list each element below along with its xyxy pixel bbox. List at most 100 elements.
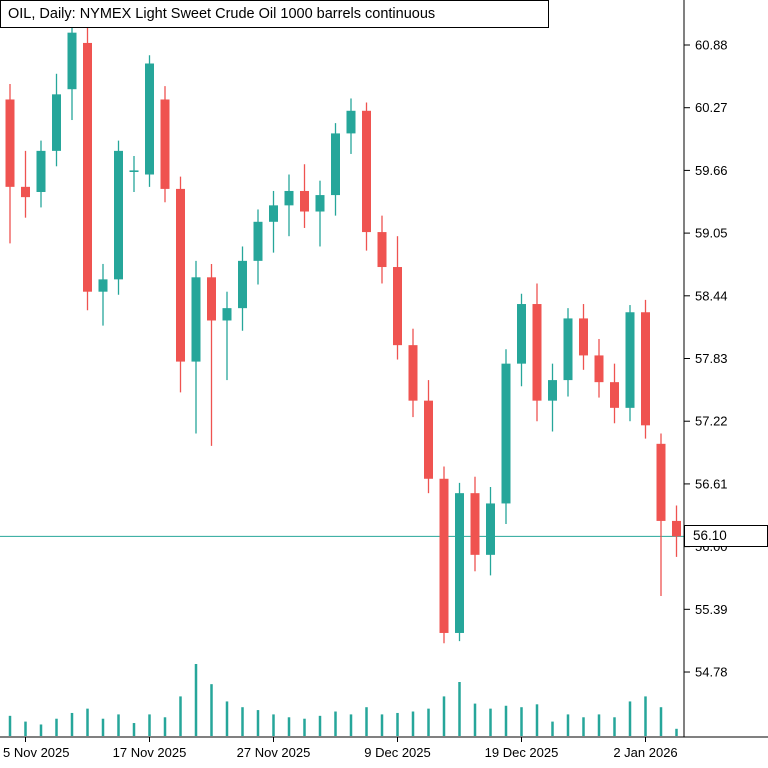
volume-bar bbox=[24, 721, 27, 736]
volume-bar bbox=[86, 708, 89, 736]
candle-body bbox=[191, 277, 201, 362]
price-tick-label: 57.22 bbox=[695, 414, 728, 429]
volume-bar bbox=[442, 696, 446, 736]
volume-bar bbox=[644, 696, 647, 736]
price-tick-label: 55.39 bbox=[695, 602, 728, 617]
candle-body bbox=[269, 205, 278, 222]
volume-bar bbox=[520, 707, 523, 736]
candle-body bbox=[439, 478, 449, 633]
time-tick-label: 2 Jan 2026 bbox=[613, 745, 677, 760]
candle-body bbox=[207, 277, 216, 321]
volume-bar bbox=[473, 703, 477, 736]
volume-bar bbox=[272, 714, 275, 736]
volume-bar bbox=[287, 717, 291, 736]
volume-bar bbox=[8, 715, 12, 736]
volume-bar bbox=[349, 714, 353, 736]
current-price-label: 56.10 bbox=[684, 525, 768, 548]
volume-bar bbox=[504, 705, 508, 736]
price-tick-label: 59.05 bbox=[695, 226, 728, 241]
candle-body bbox=[455, 493, 464, 633]
candle-body bbox=[315, 195, 325, 212]
volume-bar bbox=[628, 701, 632, 736]
price-tick-label: 60.88 bbox=[695, 38, 728, 53]
time-tick-label: 19 Dec 2025 bbox=[485, 745, 559, 760]
candle-body bbox=[532, 304, 542, 401]
chart-title: OIL, Daily: NYMEX Light Sweet Crude Oil … bbox=[0, 0, 549, 28]
candle-body bbox=[253, 221, 263, 261]
candle-body bbox=[129, 170, 139, 173]
candle-body bbox=[114, 150, 123, 280]
volume-bar bbox=[551, 721, 554, 736]
candle-body bbox=[176, 188, 185, 362]
candle-body bbox=[424, 400, 433, 479]
volume-bar bbox=[380, 714, 384, 736]
candle-body bbox=[548, 380, 557, 401]
volume-bar bbox=[179, 696, 182, 736]
candle-body bbox=[98, 279, 108, 292]
candle-body bbox=[5, 99, 15, 187]
candle-body bbox=[238, 260, 247, 309]
volume-bar bbox=[241, 707, 244, 736]
volume-bar bbox=[411, 711, 415, 736]
volume-bar bbox=[613, 717, 616, 736]
candle-body bbox=[145, 63, 154, 175]
volume-bar bbox=[427, 708, 430, 736]
candle-body bbox=[36, 150, 46, 192]
candle-body bbox=[21, 186, 30, 198]
volume-bar bbox=[318, 715, 322, 736]
price-tick-label: 57.83 bbox=[695, 351, 728, 366]
candle-body bbox=[517, 304, 526, 364]
volume-bar bbox=[659, 707, 663, 736]
candle-body bbox=[83, 42, 92, 292]
candle-body bbox=[52, 94, 61, 151]
candle-body bbox=[300, 190, 309, 212]
candle-body bbox=[222, 308, 232, 321]
price-tick-label: 59.66 bbox=[695, 163, 728, 178]
volume-bar bbox=[334, 711, 337, 736]
volume-bar bbox=[675, 728, 678, 736]
candle-body bbox=[641, 312, 650, 426]
volume-bar bbox=[210, 684, 213, 736]
price-tick-label: 54.78 bbox=[695, 665, 728, 680]
price-tick-label: 58.44 bbox=[695, 288, 728, 303]
volume-bar bbox=[194, 664, 198, 736]
volume-bar bbox=[458, 682, 461, 736]
price-tick-label: 60.27 bbox=[695, 100, 728, 115]
time-tick-label: 17 Nov 2025 bbox=[113, 745, 187, 760]
volume-bar bbox=[365, 707, 368, 736]
volume-bar bbox=[489, 708, 492, 736]
candle-body bbox=[486, 503, 495, 555]
volume-bar bbox=[303, 718, 306, 736]
candle-body bbox=[408, 345, 418, 401]
candle-body bbox=[610, 382, 619, 408]
candle-body bbox=[656, 443, 666, 521]
candle-body bbox=[67, 32, 77, 90]
volume-bar bbox=[163, 717, 167, 736]
volume-bar bbox=[597, 714, 601, 736]
volume-bar bbox=[132, 723, 136, 736]
volume-bar bbox=[148, 714, 151, 736]
time-tick-label: 9 Dec 2025 bbox=[364, 745, 431, 760]
candle-body bbox=[362, 110, 371, 233]
candle-body bbox=[346, 110, 356, 134]
candle-body bbox=[579, 318, 588, 356]
volume-bar bbox=[225, 701, 229, 736]
candle-body bbox=[393, 267, 402, 346]
price-tick-label: 56.61 bbox=[695, 476, 728, 491]
volume-bar bbox=[396, 712, 399, 736]
candle-body bbox=[331, 133, 340, 196]
volume-bar bbox=[70, 712, 74, 736]
volume-bar bbox=[39, 724, 43, 736]
volume-bar bbox=[256, 710, 260, 736]
volume-bar bbox=[535, 704, 539, 736]
candle-body bbox=[501, 363, 511, 504]
candle-body bbox=[470, 493, 480, 555]
volume-bar bbox=[566, 714, 570, 736]
candle-body bbox=[160, 99, 170, 189]
volume-bar bbox=[55, 718, 58, 736]
candle-body bbox=[377, 232, 387, 268]
candle-body bbox=[594, 355, 604, 383]
